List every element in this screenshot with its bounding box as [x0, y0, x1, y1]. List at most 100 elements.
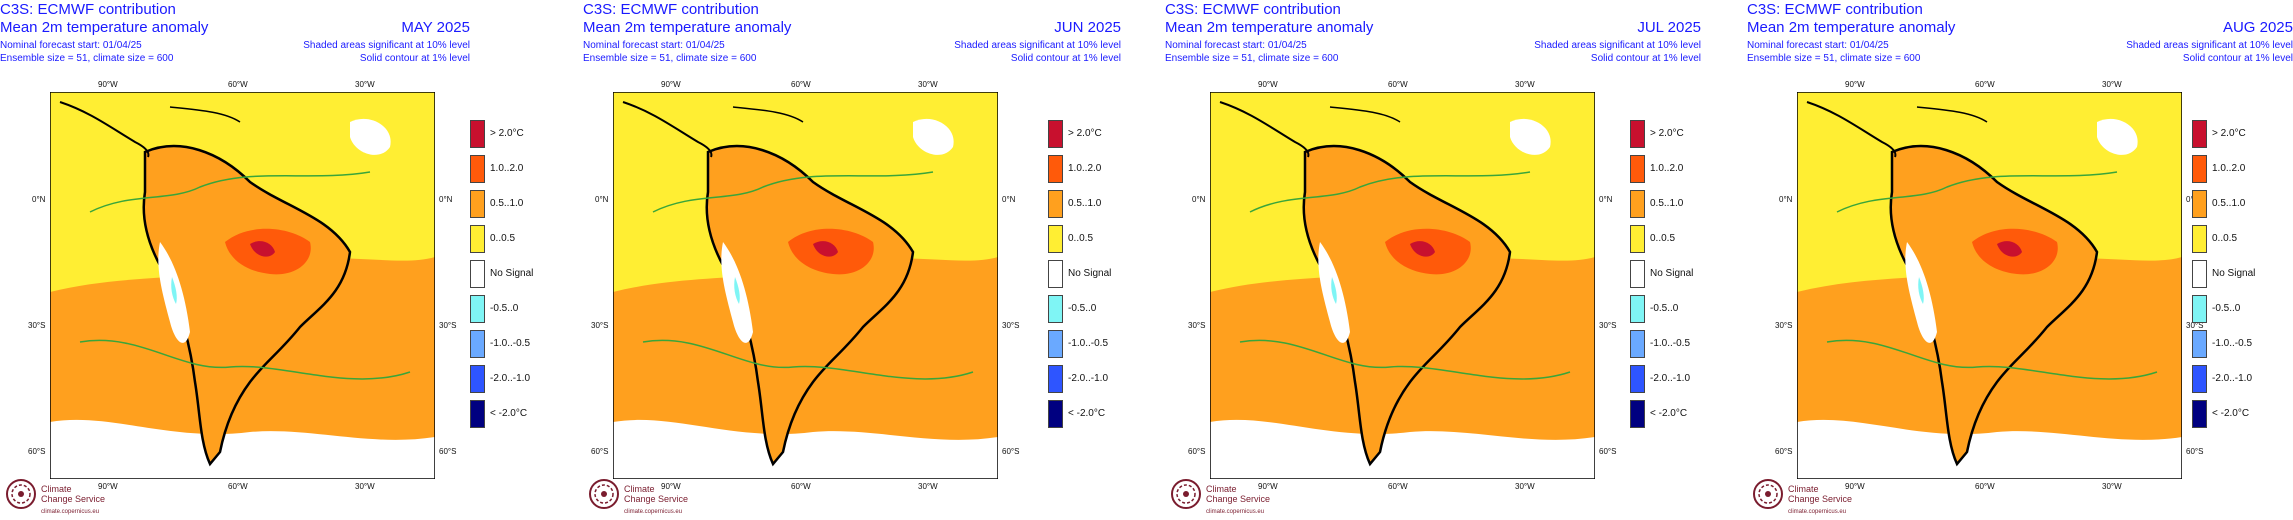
no-signal-region-north [2097, 118, 2138, 155]
anomaly-map-svg [50, 92, 435, 479]
anomaly-map-svg [1797, 92, 2182, 479]
legend-label: 0..0.5 [490, 233, 516, 244]
legend-label: -2.0..-1.0 [490, 373, 531, 384]
lon-tick-label: 30°W [1515, 482, 1535, 491]
forecast-panel-1: C3S: ECMWF contribution Mean 2m temperat… [0, 0, 533, 520]
legend-swatch [2192, 295, 2207, 323]
significance-contour [1836, 171, 2118, 213]
legend-label: > 2.0°C [2212, 128, 2246, 139]
lon-tick-label: 90°W [98, 80, 118, 89]
legend-label: -0.5..0 [2212, 303, 2241, 314]
central-america-outline [622, 101, 713, 158]
legend-label: < -2.0°C [1068, 408, 1106, 419]
significance-shaded-text: Shaded areas significant at 10% level [2126, 40, 2293, 51]
significance-contour-text: Solid contour at 1% level [359, 53, 470, 64]
legend-swatch [470, 120, 485, 148]
logo-name-line2: Change Service [624, 494, 689, 504]
legend-swatch [1630, 400, 1645, 428]
lat-tick-label: 30°S [1775, 321, 1793, 330]
legend-label: > 2.0°C [1650, 128, 1684, 139]
copernicus-logo: Climate Change Service climate.copernicu… [1170, 478, 1270, 515]
legend-label: 1.0..2.0 [490, 163, 524, 174]
legend-swatch [2192, 330, 2207, 358]
lat-tick-label: 0°N [1002, 195, 1016, 204]
logo-name-line1: Climate [1206, 484, 1237, 494]
legend-swatch [1630, 260, 1645, 288]
forecast-panel-3: C3S: ECMWF contribution Mean 2m temperat… [1165, 0, 1701, 520]
lon-tick-label: 30°W [355, 482, 375, 491]
lat-tick-label: 60°S [1599, 447, 1617, 456]
legend-label: 1.0..2.0 [1650, 163, 1684, 174]
legend-swatch [1048, 190, 1063, 218]
legend-label: -1.0..-0.5 [1068, 338, 1109, 349]
lon-tick-label: 60°W [228, 482, 248, 491]
no-signal-region-north [1510, 118, 1551, 155]
logo-url: climate.copernicus.eu [41, 509, 100, 515]
lon-tick-label: 90°W [1258, 80, 1278, 89]
copernicus-logo-icon [6, 479, 36, 509]
caribbean-islands-outline [732, 106, 804, 123]
significance-shaded-text: Shaded areas significant at 10% level [954, 40, 1121, 51]
copernicus-logo-icon [1753, 479, 1783, 509]
logo-name-line2: Change Service [1206, 494, 1271, 504]
ensemble-size-text: Ensemble size = 51, climate size = 600 [0, 53, 174, 64]
lon-tick-label: 30°W [918, 80, 938, 89]
anomaly-map-svg [613, 92, 998, 479]
panel-title: C3S: ECMWF contribution [1165, 1, 1341, 18]
lon-tick-label: 60°W [228, 80, 248, 89]
lon-tick-label: 30°W [355, 80, 375, 89]
panel-subtitle: Mean 2m temperature anomaly [583, 19, 792, 36]
lon-tick-label: 60°W [1975, 482, 1995, 491]
legend-swatch [2192, 190, 2207, 218]
significance-contour-text: Solid contour at 1% level [2182, 53, 2293, 64]
legend-swatch [2192, 260, 2207, 288]
legend-label: -2.0..-1.0 [1068, 373, 1109, 384]
caribbean-islands-outline [169, 106, 241, 123]
anomaly-map-svg [1210, 92, 1595, 479]
lon-tick-label: 90°W [661, 80, 681, 89]
lon-tick-label: 30°W [2102, 80, 2122, 89]
lat-tick-label: 30°S [439, 321, 457, 330]
legend-swatch [1048, 260, 1063, 288]
lon-tick-label: 30°W [2102, 482, 2122, 491]
lat-tick-label: 60°S [1188, 447, 1206, 456]
forecast-start-text: Nominal forecast start: 01/04/25 [1165, 40, 1307, 51]
legend-swatch [1630, 120, 1645, 148]
copernicus-logo-icon [589, 479, 619, 509]
legend-label: > 2.0°C [1068, 128, 1102, 139]
no-signal-region-south [1210, 419, 1595, 479]
lat-tick-label: 60°S [1775, 447, 1793, 456]
legend-swatch [1048, 155, 1063, 183]
no-signal-region-south [1797, 419, 2182, 479]
legend-swatch [470, 155, 485, 183]
forecast-panel-2: C3S: ECMWF contribution Mean 2m temperat… [583, 0, 1121, 520]
lat-tick-label: 30°S [2186, 321, 2204, 330]
significance-contour-text: Solid contour at 1% level [1590, 53, 1701, 64]
lon-tick-label: 60°W [1388, 80, 1408, 89]
legend-swatch [2192, 120, 2207, 148]
legend-label: No Signal [2212, 268, 2256, 279]
significance-contour [642, 339, 974, 380]
lat-tick-label: 60°S [1002, 447, 1020, 456]
panel-subtitle: Mean 2m temperature anomaly [0, 19, 209, 36]
lat-tick-label: 0°N [439, 195, 453, 204]
logo-url: climate.copernicus.eu [1206, 509, 1265, 515]
legend-swatch [470, 330, 485, 358]
forecast-month: MAY 2025 [401, 19, 470, 36]
legend-swatch [470, 365, 485, 393]
forecast-panel-4: C3S: ECMWF contribution Mean 2m temperat… [1747, 0, 2293, 520]
lat-tick-label: 30°S [28, 321, 46, 330]
legend-swatch [2192, 400, 2207, 428]
legend-swatch [1048, 330, 1063, 358]
logo-name-line2: Change Service [1788, 494, 1853, 504]
logo-name-line1: Climate [624, 484, 655, 494]
anomaly-map: 90°W 60°W 30°W 90°W 60°W 30°W 0°N 30°S 6… [1188, 80, 1616, 491]
legend-swatch [1630, 190, 1645, 218]
forecast-start-text: Nominal forecast start: 01/04/25 [583, 40, 725, 51]
lat-tick-label: 0°N [1779, 195, 1793, 204]
cool-anomaly-patch [1918, 277, 1924, 304]
legend-swatch [470, 260, 485, 288]
ensemble-size-text: Ensemble size = 51, climate size = 600 [1165, 53, 1339, 64]
legend-swatch [2192, 365, 2207, 393]
ensemble-size-text: Ensemble size = 51, climate size = 600 [1747, 53, 1921, 64]
